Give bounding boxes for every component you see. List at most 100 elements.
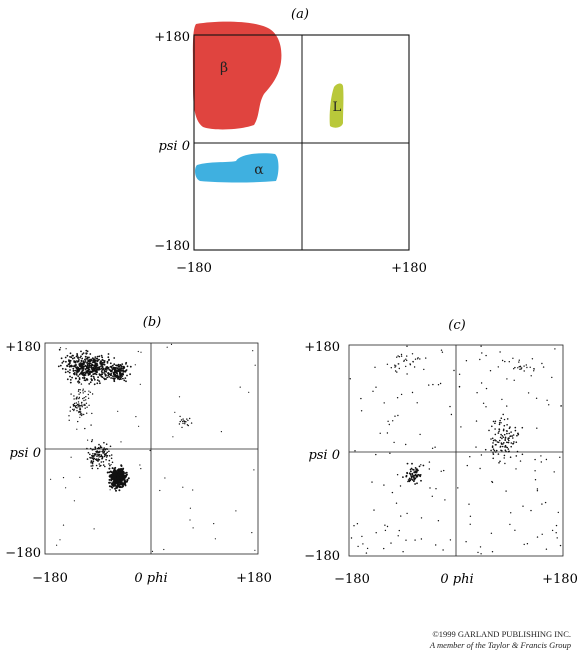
- scatter-point: [406, 373, 408, 375]
- scatter-point: [556, 537, 558, 539]
- scatter-point: [78, 397, 80, 400]
- scatter-point: [102, 359, 104, 362]
- scatter-point: [101, 365, 104, 368]
- scatter-point: [89, 362, 92, 365]
- scatter-point: [510, 445, 512, 448]
- scatter-point: [77, 368, 80, 371]
- scatter-point: [504, 439, 507, 442]
- scatter-point: [395, 365, 397, 367]
- scatter-point: [501, 445, 504, 448]
- scatter-point: [480, 382, 483, 384]
- scatter-point: [107, 353, 110, 355]
- scatter-point: [104, 465, 106, 468]
- scatter-point: [493, 449, 496, 452]
- scatter-point: [97, 359, 99, 362]
- scatter-point: [108, 478, 111, 481]
- scatter-point: [69, 369, 71, 371]
- scatter-point: [184, 423, 186, 425]
- scatter-point: [114, 377, 116, 380]
- scatter-point: [69, 375, 71, 378]
- scatter-point: [91, 412, 93, 415]
- scatter-point: [527, 392, 530, 394]
- scatter-point: [437, 384, 440, 386]
- scatter-point: [90, 461, 92, 464]
- scatter-point: [122, 377, 124, 380]
- scatter-point: [90, 363, 93, 365]
- scatter-point: [519, 460, 522, 462]
- scatter-point: [530, 375, 532, 377]
- panel-c-y-bottom: −180: [304, 549, 340, 564]
- scatter-point: [494, 422, 496, 425]
- scatter-point: [122, 475, 125, 477]
- scatter-point: [110, 477, 113, 480]
- scatter-point: [77, 401, 80, 403]
- scatter-point: [182, 486, 184, 488]
- scatter-point: [405, 365, 407, 368]
- scatter-point: [497, 366, 499, 368]
- scatter-point: [108, 463, 110, 465]
- panel-b-scatter-points: [50, 343, 256, 553]
- panel-b-y-mid: psi 0: [9, 446, 41, 461]
- scatter-point: [78, 382, 80, 384]
- scatter-point: [84, 390, 86, 393]
- scatter-point: [98, 463, 101, 465]
- scatter-point: [109, 464, 111, 467]
- scatter-point: [80, 402, 83, 404]
- scatter-point: [494, 433, 497, 436]
- scatter-point: [551, 376, 553, 379]
- scatter-point: [117, 375, 120, 378]
- scatter-point: [506, 418, 509, 420]
- scatter-point: [405, 474, 408, 477]
- scatter-point: [499, 419, 501, 422]
- scatter-point: [431, 447, 434, 449]
- scatter-point: [86, 364, 89, 367]
- panel-b-y-bottom: −180: [5, 546, 41, 561]
- scatter-point: [394, 364, 396, 366]
- scatter-point: [91, 393, 94, 395]
- scatter-point: [492, 420, 495, 423]
- scatter-point: [499, 446, 502, 448]
- scatter-point: [96, 355, 99, 358]
- scatter-point: [416, 402, 418, 404]
- scatter-point: [508, 450, 510, 453]
- scatter-point: [75, 372, 78, 374]
- scatter-point: [420, 517, 423, 519]
- scatter-point: [96, 382, 99, 385]
- panel-a-y-mid: psi 0: [158, 139, 190, 154]
- scatter-point: [415, 471, 418, 474]
- scatter-point: [76, 428, 78, 430]
- scatter-point: [84, 358, 86, 361]
- panel-c: (c) +180 psi 0 −180 −180 0 phi +180: [304, 318, 578, 587]
- scatter-point: [109, 445, 112, 448]
- scatter-point: [88, 356, 90, 359]
- scatter-point: [510, 431, 512, 433]
- scatter-point: [73, 357, 76, 359]
- scatter-point: [407, 480, 409, 483]
- scatter-point: [544, 501, 547, 504]
- scatter-point: [123, 379, 126, 382]
- scatter-point: [69, 410, 71, 412]
- scatter-point: [108, 358, 110, 361]
- scatter-point: [492, 439, 495, 442]
- scatter-point: [117, 410, 119, 412]
- scatter-point: [491, 480, 493, 483]
- scatter-point: [124, 472, 126, 475]
- scatter-point: [492, 457, 495, 460]
- scatter-point: [91, 439, 94, 441]
- scatter-point: [109, 362, 112, 365]
- scatter-point: [100, 454, 103, 456]
- scatter-point: [398, 356, 401, 358]
- scatter-point: [86, 412, 88, 414]
- scatter-point: [91, 379, 93, 381]
- scatter-point: [414, 467, 417, 469]
- scatter-point: [100, 461, 103, 463]
- scatter-point: [179, 420, 181, 423]
- scatter-point: [94, 356, 97, 358]
- scatter-point: [391, 491, 394, 494]
- panel-b-x-mid: 0 phi: [134, 571, 167, 586]
- scatter-point: [78, 393, 80, 395]
- scatter-point: [101, 450, 103, 453]
- scatter-point: [406, 462, 409, 465]
- scatter-point: [508, 432, 511, 435]
